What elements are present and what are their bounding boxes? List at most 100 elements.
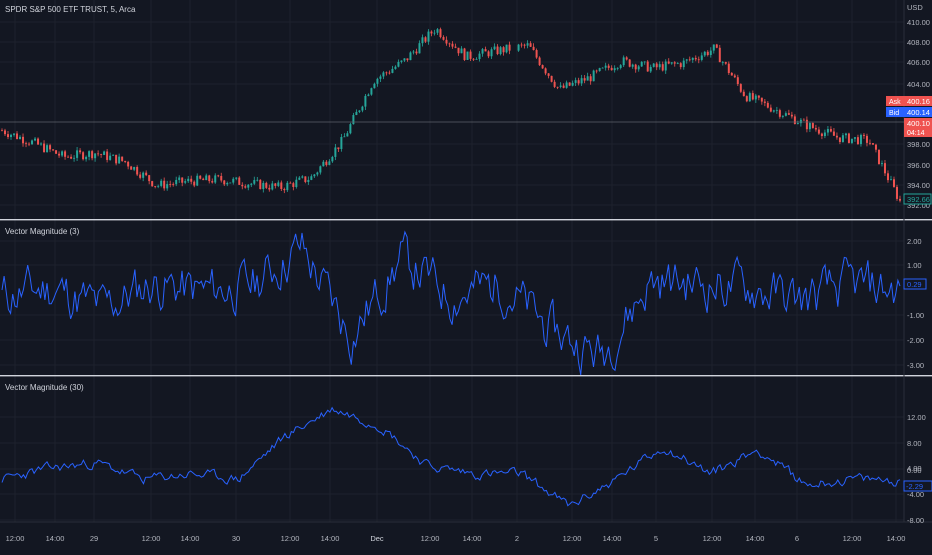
candle-body xyxy=(388,72,391,74)
candle-body xyxy=(463,48,466,60)
candle-body xyxy=(625,57,628,60)
time-label: 14:00 xyxy=(321,534,340,543)
candle-body xyxy=(562,85,565,88)
time-label: 12:00 xyxy=(421,534,440,543)
candle-body xyxy=(499,47,502,55)
candle-body xyxy=(58,153,61,156)
candle-body xyxy=(4,130,7,135)
candle-body xyxy=(223,180,226,185)
candle-body xyxy=(319,166,322,173)
candle-body xyxy=(739,84,742,92)
candle-body xyxy=(169,184,172,185)
candle-body xyxy=(655,63,658,68)
time-label: 14:00 xyxy=(603,534,622,543)
pane-separator[interactable] xyxy=(0,375,932,377)
symbol-title[interactable]: SPDR S&P 500 ETF TRUST, 5, Arca xyxy=(5,5,136,14)
candle-body xyxy=(847,133,850,143)
time-label: 14:00 xyxy=(46,534,65,543)
candle-body xyxy=(88,151,91,157)
pane-separator[interactable] xyxy=(0,219,932,221)
candle-body xyxy=(769,107,772,112)
candle-body xyxy=(445,39,448,44)
candle-body xyxy=(220,176,223,181)
candle-body xyxy=(430,31,433,34)
candle-body xyxy=(25,143,28,145)
candle-body xyxy=(442,37,445,40)
candle-body xyxy=(280,182,283,189)
candle-body xyxy=(601,67,604,69)
price-tick: 392.00 xyxy=(907,201,930,210)
candle-body xyxy=(400,60,403,62)
last-price-label: 400.10 04:14 xyxy=(904,118,932,137)
candle-body xyxy=(841,135,844,143)
candle-body xyxy=(754,95,757,100)
candle-body xyxy=(565,82,568,88)
candle-body xyxy=(265,182,268,188)
candle-body xyxy=(421,37,424,44)
candle-body xyxy=(484,49,487,52)
candle-body xyxy=(55,150,58,154)
candle-body xyxy=(724,62,727,64)
candle-body xyxy=(883,163,886,174)
candle-body xyxy=(550,75,553,82)
candle-body xyxy=(793,116,796,125)
candle-body xyxy=(178,177,181,180)
candle-body xyxy=(79,150,82,153)
candle-body xyxy=(814,127,817,130)
candle-body xyxy=(538,57,541,66)
candle-body xyxy=(481,49,484,54)
candle-body xyxy=(826,129,829,133)
candle-body xyxy=(172,184,175,185)
candle-body xyxy=(727,63,730,73)
candle-body xyxy=(274,183,277,186)
candle-body xyxy=(628,59,631,67)
candle-body xyxy=(391,68,394,73)
vector-magnitude-3-line[interactable] xyxy=(1,230,901,375)
candle-body xyxy=(358,110,361,112)
candle-body xyxy=(439,29,442,38)
candle-body xyxy=(397,61,400,67)
vm30-title[interactable]: Vector Magnitude (30) xyxy=(5,383,84,392)
price-tick: 396.00 xyxy=(907,161,930,170)
vm3-current-value: 0.29 xyxy=(907,280,922,289)
candle-body xyxy=(811,123,814,128)
candle-body xyxy=(541,65,544,69)
candle-body xyxy=(412,51,415,53)
candle-body xyxy=(142,172,145,178)
candle-body xyxy=(571,82,574,86)
price-axis[interactable]: 410.00 408.00 406.00 404.00 398.00 396.0… xyxy=(907,18,930,210)
vm30-axis[interactable]: 12.00 8.00 4.00 -4.00 -8.00 xyxy=(907,413,926,525)
candle-body xyxy=(331,156,334,162)
candle-body xyxy=(877,149,880,165)
time-axis[interactable]: 12:00 14:00 29 12:00 14:00 30 12:00 14:0… xyxy=(6,534,906,543)
time-label: 14:00 xyxy=(887,534,906,543)
candle-body xyxy=(346,133,349,137)
candle-body xyxy=(718,47,721,63)
candle-body xyxy=(364,95,367,107)
candle-body xyxy=(472,58,475,60)
candle-body xyxy=(682,60,685,68)
candle-body xyxy=(592,70,595,82)
price-candles[interactable] xyxy=(1,27,901,203)
candle-body xyxy=(475,59,478,60)
candle-body xyxy=(316,172,319,175)
candle-body xyxy=(469,51,472,59)
candle-body xyxy=(730,72,733,76)
vm30-current-value: -2.29 xyxy=(906,482,923,491)
candle-body xyxy=(799,119,802,124)
candle-body xyxy=(559,85,562,87)
ask-tag xyxy=(886,96,904,106)
vector-magnitude-30-line[interactable] xyxy=(1,406,901,507)
candle-body xyxy=(619,65,622,68)
candle-body xyxy=(379,76,382,79)
candle-body xyxy=(370,88,373,95)
vm3-axis[interactable]: 2.00 1.00 -1.00 -2.00 -3.00 xyxy=(907,237,924,370)
candle-body xyxy=(604,65,607,68)
vm3-title[interactable]: Vector Magnitude (3) xyxy=(5,227,80,236)
candle-body xyxy=(226,183,229,185)
candle-body xyxy=(862,134,865,136)
candle-body xyxy=(451,43,454,47)
candle-body xyxy=(322,161,325,167)
candle-body xyxy=(775,110,778,111)
